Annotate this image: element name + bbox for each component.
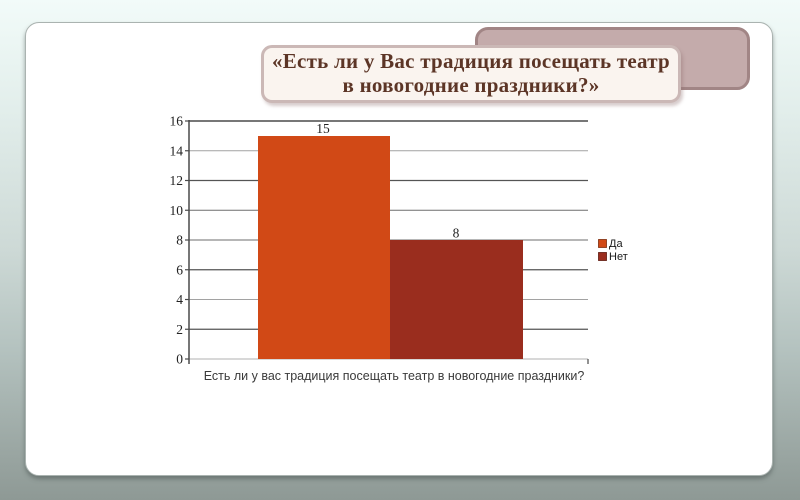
- svg-text:8: 8: [453, 226, 460, 241]
- svg-text:10: 10: [170, 203, 184, 218]
- svg-text:2: 2: [176, 322, 183, 337]
- svg-text:8: 8: [176, 233, 183, 248]
- svg-text:12: 12: [170, 173, 184, 188]
- svg-text:14: 14: [170, 143, 184, 158]
- svg-text:Есть ли у вас традиция посещат: Есть ли у вас традиция посещать театр в …: [204, 369, 585, 383]
- svg-text:0: 0: [176, 352, 183, 367]
- svg-text:Нет: Нет: [609, 251, 628, 263]
- svg-text:Да: Да: [609, 238, 623, 250]
- svg-text:4: 4: [176, 292, 183, 307]
- svg-text:16: 16: [170, 114, 184, 129]
- svg-text:6: 6: [176, 262, 183, 277]
- svg-text:15: 15: [316, 121, 330, 136]
